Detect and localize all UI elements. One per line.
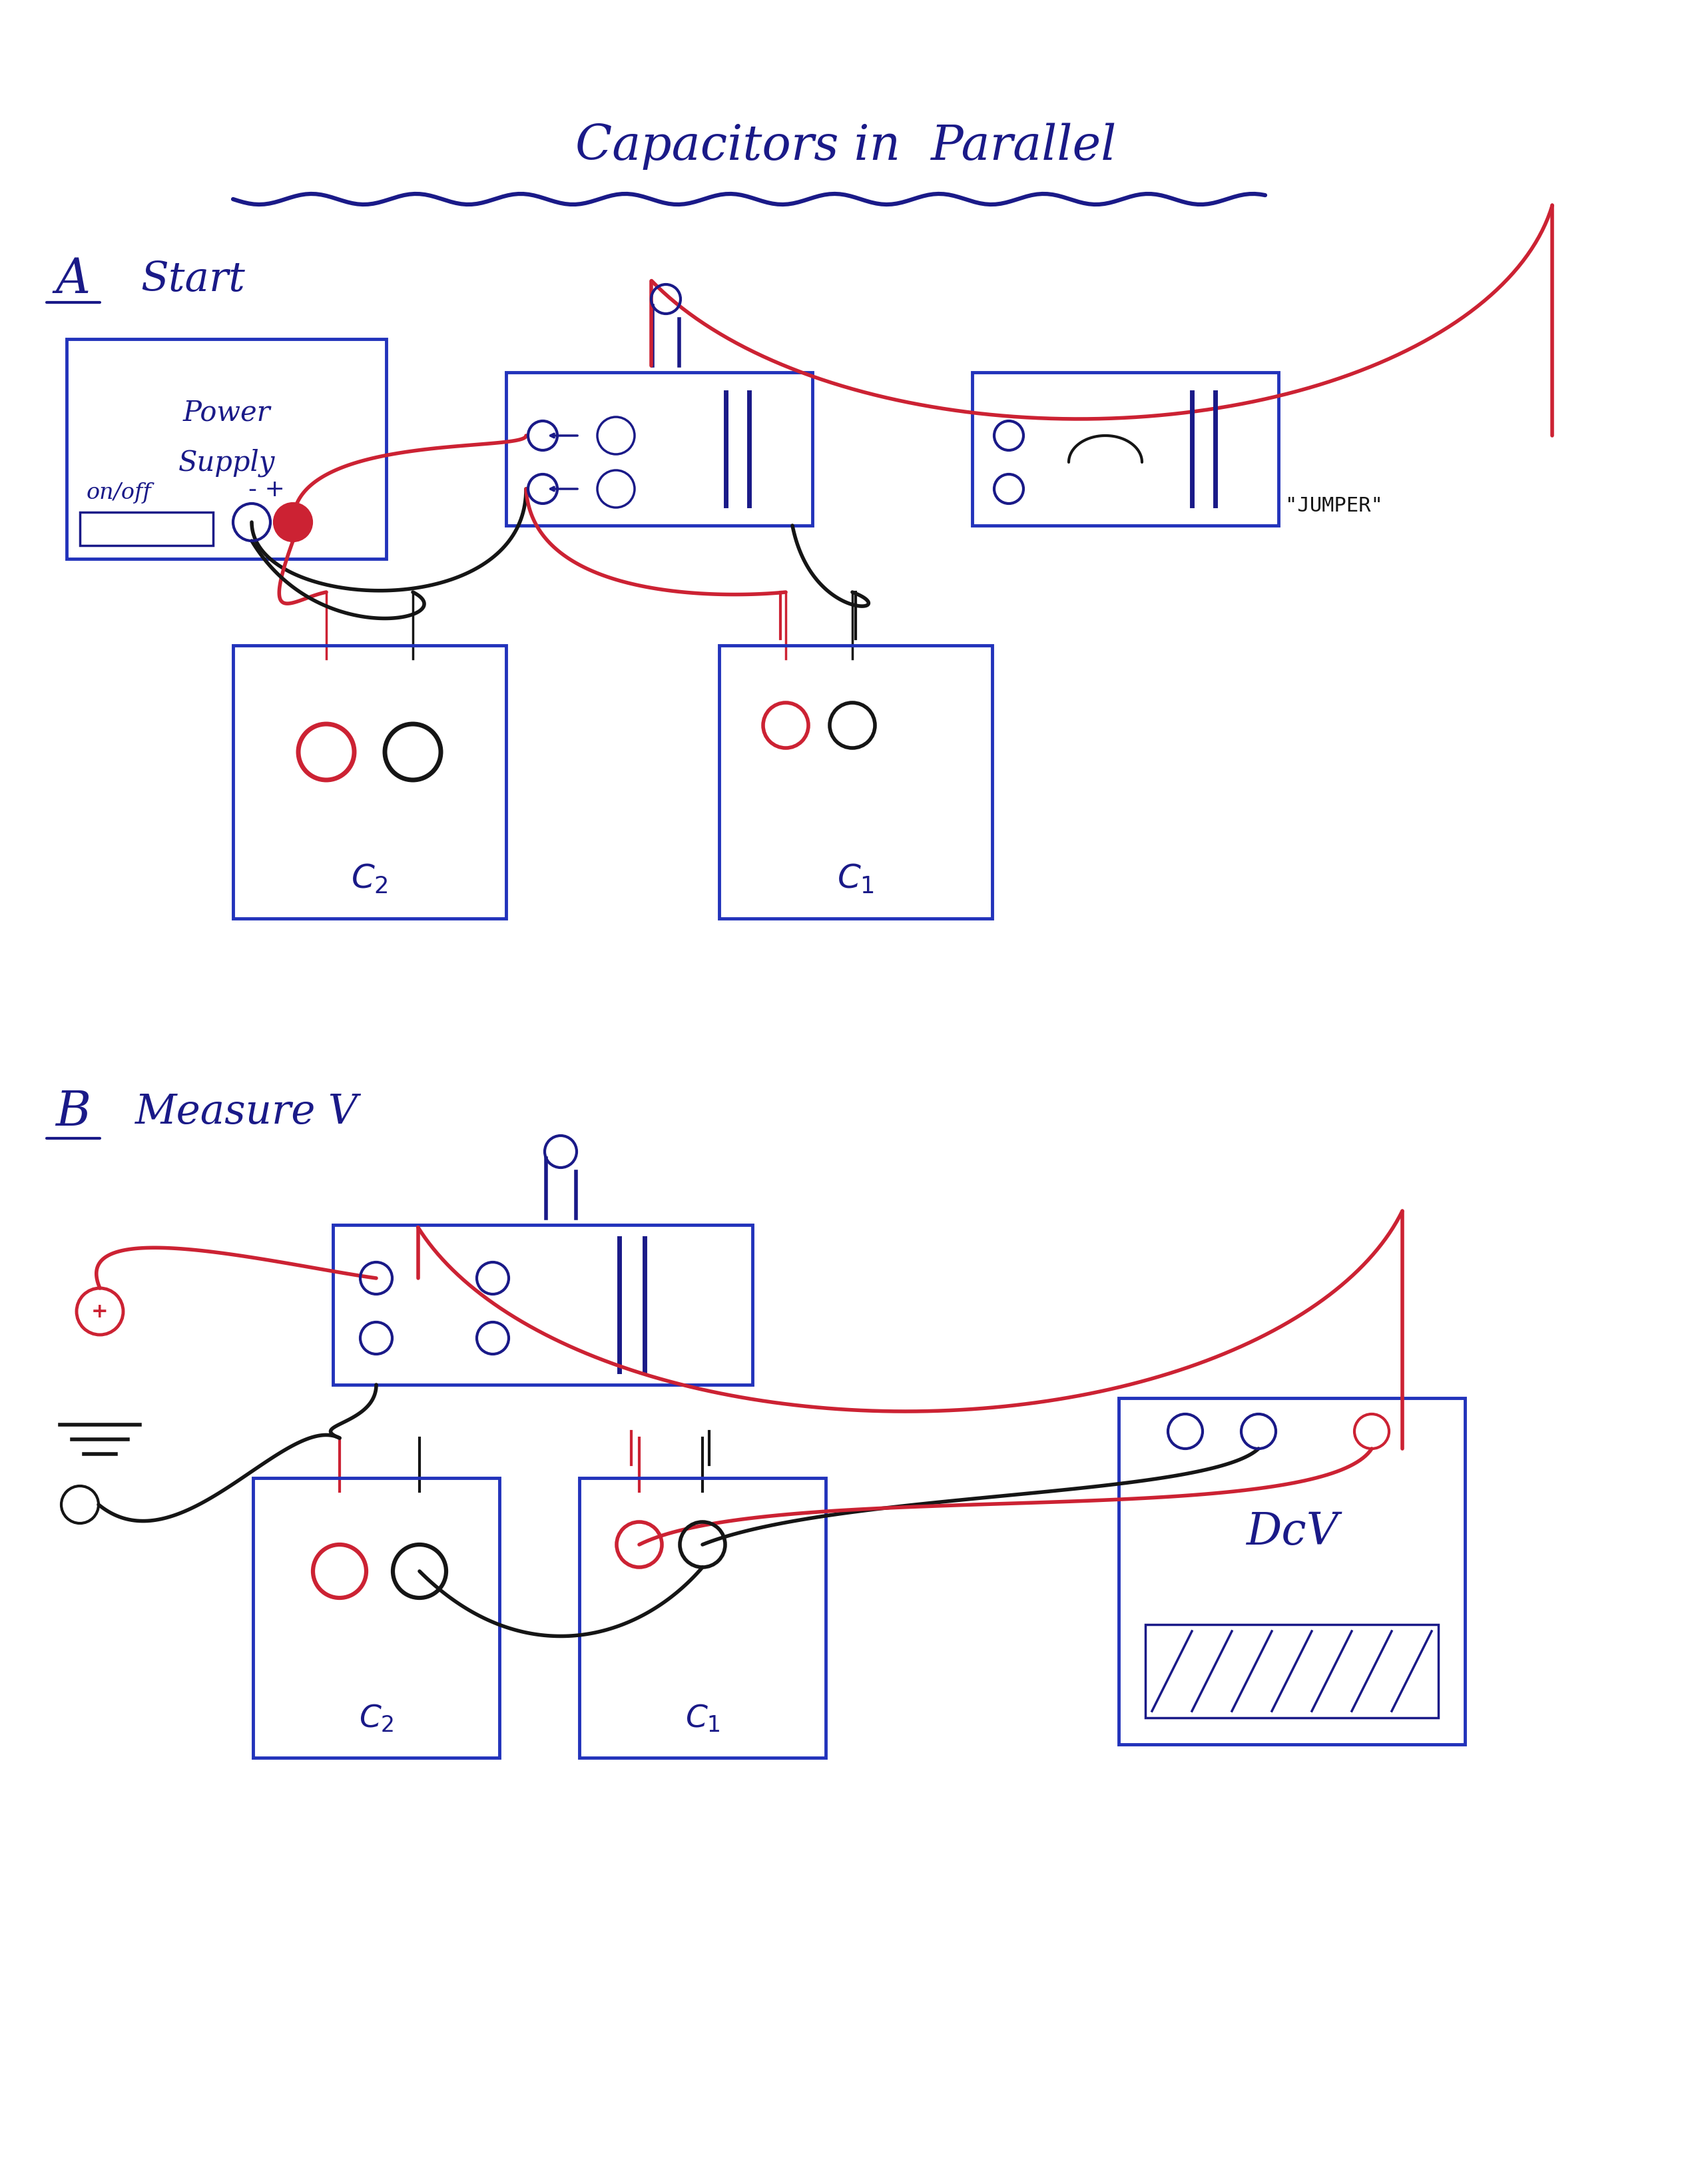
Text: Power: Power [183,400,269,426]
Bar [234,646,507,919]
Bar [80,513,213,546]
Text: Start: Start [141,260,246,299]
Text: $C_2$: $C_2$ [351,863,388,895]
Text: Supply: Supply [178,448,274,476]
Bar [720,646,993,919]
Bar [972,373,1279,526]
Text: DcV: DcV [1245,1509,1338,1553]
Circle shape [274,505,312,542]
Text: Measure V: Measure V [136,1092,357,1131]
Text: Capacitors in  Parallel: Capacitors in Parallel [576,122,1116,170]
Text: - +: - + [247,478,285,500]
Text: B: B [56,1088,91,1136]
Text: $C_1$: $C_1$ [684,1701,720,1734]
Bar [66,339,386,559]
Text: $C_2$: $C_2$ [359,1701,393,1734]
Bar [1145,1625,1438,1719]
Text: on/off: on/off [86,483,152,502]
Bar [334,1225,752,1385]
Bar [579,1479,825,1758]
Bar [507,373,813,526]
Text: +: + [91,1302,108,1321]
Bar [252,1479,500,1758]
Text: "JUMPER": "JUMPER" [1286,496,1382,515]
Bar [1118,1398,1465,1745]
Text: A: A [56,256,90,304]
Text: $C_1$: $C_1$ [837,863,874,895]
